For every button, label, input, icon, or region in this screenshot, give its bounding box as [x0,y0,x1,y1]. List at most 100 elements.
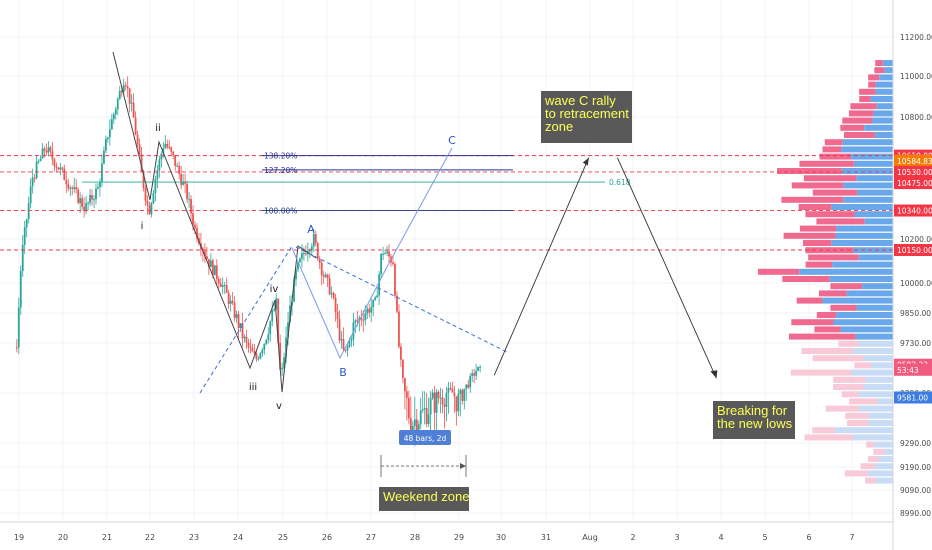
volume-bar [814,326,841,333]
candle-body [243,336,246,339]
candle-body [41,148,44,159]
volume-bar [850,103,877,110]
volume-bar [849,398,878,405]
volume-bar [853,247,893,254]
candle-body [312,234,315,247]
candle-body [356,320,359,322]
volume-bar [804,434,853,441]
candle-body [253,351,256,354]
volume-bar [858,340,893,347]
volume-bar [868,412,893,419]
volume-bar [879,74,893,81]
candle-body [378,274,381,296]
volume-bar [862,283,893,290]
candle-body [271,310,274,322]
candle-body [219,283,222,287]
candle-body [326,274,329,279]
candle-body [334,297,337,312]
candle-body [194,224,196,228]
annotation-wave-c-text: wave C rally [544,93,616,108]
abc-wave [291,147,453,360]
candle-body [65,180,68,185]
volume-bar [783,232,836,239]
candle-body [174,155,177,167]
candle-body [368,308,371,313]
price-tag [894,244,932,256]
candle-body [148,205,151,215]
candle-body [140,154,143,172]
candle-body [465,384,468,389]
volume-bar [873,448,885,455]
candle-body [281,367,284,370]
volume-bar [860,463,875,470]
wave-label-ii: ii [155,123,161,134]
candle-body [77,189,80,204]
candle-body [132,102,135,118]
volume-bar [851,369,893,376]
candle-body [421,409,424,411]
x-tick-label: 28 [410,533,420,542]
volume-bar [819,153,852,160]
candle-body [445,392,448,407]
volume-bar [843,132,875,138]
candle-body [320,262,323,276]
impulse-wave [112,51,317,393]
candle-body [471,373,474,376]
candle-body [73,187,76,189]
candle-body [255,353,258,360]
x-tick-label: 25 [278,533,288,542]
volume-bar [851,153,893,160]
x-tick-label: 26 [322,533,332,542]
y-tick-label: 9290.00 [900,439,931,448]
x-tick-label: 31 [541,533,551,542]
arrow-head [710,370,718,379]
candle-body [419,410,422,425]
candle-body [396,295,398,312]
volume-bar [841,168,893,174]
channel-line-upper [295,246,510,354]
candle-body [93,199,95,201]
candle-body [69,187,72,189]
volume-bar [874,67,885,74]
volume-bar [825,405,859,412]
candle-body [25,219,28,228]
x-tick-label: 6 [806,533,811,542]
price-tag [894,177,932,190]
candle-body [295,269,297,280]
volume-bar [816,218,865,225]
candle-body [63,168,66,181]
candle-body [211,260,214,276]
wave-label-A: A [307,223,315,236]
volume-bar [834,427,893,434]
candle-body [275,298,278,309]
channel-line-lower [199,245,293,394]
candle-body [332,293,335,298]
candle-body [342,339,345,350]
annotation-wave-c-text: zone [545,119,573,134]
projection-down-line [616,157,717,379]
candle-body [344,349,347,351]
volume-bar [799,160,854,167]
fib-level-label: 138.20% [264,152,297,161]
candle-body [188,199,190,201]
volume-bar [836,312,893,318]
annotation-new-lows-text: Breaking for [717,403,788,418]
volume-bar [777,168,842,174]
candle-body [328,278,331,295]
candle-body [304,253,307,255]
volume-bar [858,391,893,398]
candle-body [314,234,317,243]
candle-body [322,275,325,277]
volume-bar [868,420,893,426]
candle-body [79,198,82,204]
candle-body [477,366,480,371]
volume-bar [866,441,875,448]
candle-body [277,298,280,343]
volume-bar [874,463,893,470]
y-axis: 8990.009090.009190.009290.009390.009730.… [892,0,932,550]
volume-bar [801,348,853,354]
projection-up-line [493,157,590,376]
fib-level-label: 127.20% [264,166,297,175]
